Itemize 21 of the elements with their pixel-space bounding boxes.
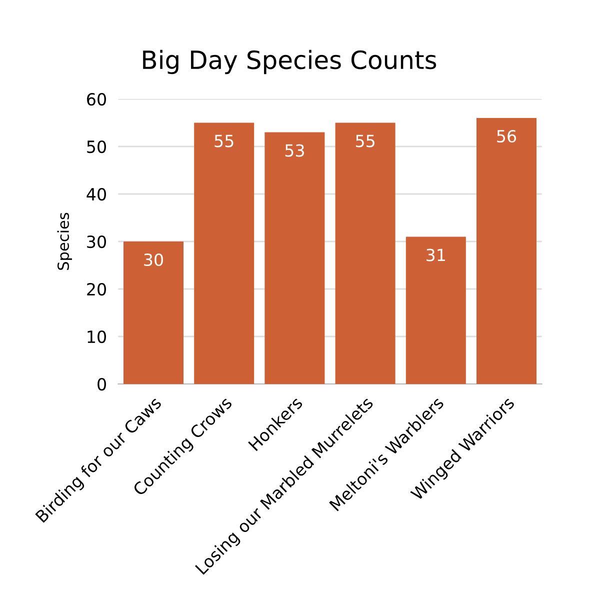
y-tick-label: 40 — [86, 188, 106, 201]
bar — [194, 122, 254, 384]
chart-title: Big Day Species Counts — [143, 50, 436, 74]
data-label: 30 — [144, 253, 163, 266]
y-tick-label: 10 — [88, 330, 106, 344]
y-tick-label: 0 — [98, 378, 106, 391]
data-label: 53 — [285, 144, 304, 157]
y-tick-label: 20 — [87, 282, 106, 296]
data-label: 31 — [426, 248, 445, 262]
bar — [335, 122, 396, 384]
data-label: 55 — [356, 134, 374, 148]
bar — [406, 236, 466, 384]
y-tick-label: 30 — [87, 235, 106, 248]
y-tick-label: 60 — [87, 92, 106, 106]
y-tick-label: 50 — [87, 140, 106, 154]
y-axis-title: Species — [57, 212, 72, 270]
bar — [123, 242, 184, 384]
data-label: 56 — [497, 130, 516, 143]
data-label: 55 — [214, 134, 234, 148]
bar — [476, 118, 537, 384]
bar — [264, 132, 325, 384]
